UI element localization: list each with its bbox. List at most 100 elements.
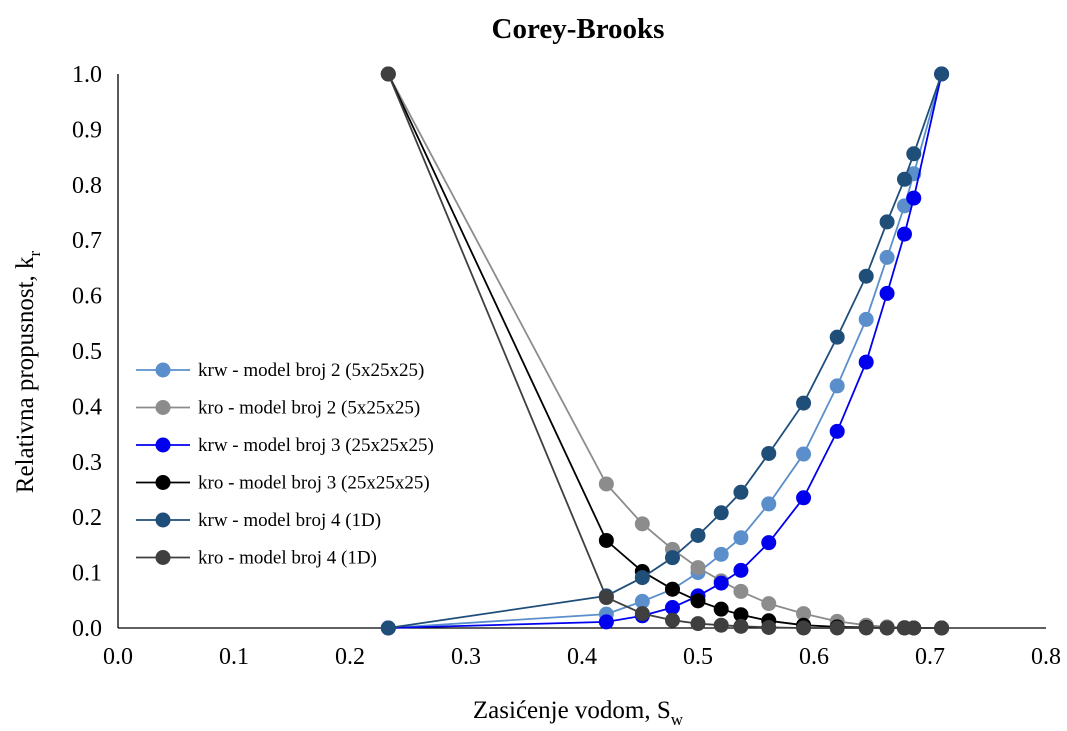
series-1 xyxy=(380,66,950,636)
legend-label: krw - model broj 2 (5x25x25) xyxy=(198,360,424,381)
y-tick-label: 0.3 xyxy=(72,450,102,476)
x-tick-label: 0.2 xyxy=(335,644,365,670)
legend-marker xyxy=(155,512,171,528)
data-point xyxy=(713,617,729,633)
y-axis-label: Relativna propusnost, kr xyxy=(12,250,44,493)
data-point xyxy=(733,562,749,578)
data-point xyxy=(733,484,749,500)
series-2 xyxy=(380,66,950,636)
legend-marker xyxy=(155,400,171,415)
data-point xyxy=(796,620,812,636)
data-point xyxy=(761,619,777,635)
series-lines xyxy=(380,66,950,636)
x-tick-label: 0.5 xyxy=(683,644,713,670)
data-point xyxy=(858,620,874,636)
data-point xyxy=(858,311,874,327)
legend-label: kro - model broj 4 (1D) xyxy=(198,548,377,569)
data-point xyxy=(829,329,845,345)
legend: krw - model broj 2 (5x25x25) kro - model … xyxy=(136,360,434,569)
data-point xyxy=(664,600,680,616)
legend-marker xyxy=(155,362,171,378)
y-tick-label: 0.0 xyxy=(72,616,102,642)
data-point xyxy=(906,190,922,206)
y-tick-label: 0.9 xyxy=(72,117,102,143)
y-tick-label: 1.0 xyxy=(72,62,102,88)
data-point xyxy=(713,601,729,617)
series-3 xyxy=(380,66,950,636)
data-point xyxy=(380,66,396,82)
data-point xyxy=(733,607,749,623)
data-point xyxy=(879,620,895,636)
data-point xyxy=(761,535,777,551)
data-point xyxy=(879,285,895,301)
data-point xyxy=(879,214,895,230)
x-axis-label-main: Zasićenje vodom, S xyxy=(473,697,671,724)
axes xyxy=(117,74,1046,629)
legend-label: krw - model broj 3 (25x25x25) xyxy=(198,435,434,456)
y-tick-label: 0.5 xyxy=(72,339,102,365)
data-point xyxy=(380,620,396,636)
y-tick-label: 0.6 xyxy=(72,284,102,310)
data-point xyxy=(858,268,874,284)
x-tick-label: 0.3 xyxy=(451,644,481,670)
data-point xyxy=(598,590,614,606)
data-point xyxy=(634,570,650,586)
y-tick-label: 0.7 xyxy=(72,228,102,254)
x-tick-label: 0.6 xyxy=(799,644,829,670)
series-line xyxy=(387,73,942,629)
data-point xyxy=(690,560,706,576)
x-tick-label: 0.0 xyxy=(103,644,133,670)
legend-label: krw - model broj 4 (1D) xyxy=(198,510,381,531)
data-point xyxy=(690,593,706,609)
y-tick-label: 0.8 xyxy=(72,173,102,199)
legend-item: kro - model broj 3 (25x25x25) xyxy=(136,473,430,494)
series-line xyxy=(387,73,942,629)
data-point xyxy=(634,516,650,532)
data-point xyxy=(664,550,680,566)
legend-label: kro - model broj 2 (5x25x25) xyxy=(198,398,420,419)
data-point xyxy=(829,423,845,439)
data-point xyxy=(664,581,680,597)
data-point xyxy=(713,575,729,591)
series-line xyxy=(388,73,943,629)
data-point xyxy=(934,66,950,82)
legend-marker xyxy=(155,437,171,453)
x-axis-label-sub: w xyxy=(671,710,684,729)
data-point xyxy=(598,614,614,630)
data-point xyxy=(634,606,650,622)
legend-item: krw - model broj 4 (1D) xyxy=(136,510,381,531)
series-line xyxy=(388,73,943,629)
chart-title: Corey-Brooks xyxy=(492,13,665,45)
data-point xyxy=(713,505,729,521)
data-point xyxy=(906,146,922,162)
data-point xyxy=(733,530,749,546)
series-6 xyxy=(380,66,950,636)
data-point xyxy=(896,171,912,187)
data-point xyxy=(796,446,812,462)
y-tick-labels: 0.0 0.1 0.2 0.3 0.4 0.5 0.6 0.7 0.8 0.9 1.0 xyxy=(72,62,102,642)
y-tick-label: 0.2 xyxy=(72,505,102,531)
legend-marker xyxy=(155,550,171,565)
legend-item: krw - model broj 2 (5x25x25) xyxy=(136,360,424,381)
x-tick-label: 0.1 xyxy=(219,644,249,670)
data-point xyxy=(896,226,912,242)
legend-item: kro - model broj 4 (1D) xyxy=(136,548,377,569)
x-tick-label: 0.4 xyxy=(567,644,597,670)
x-tick-label: 0.8 xyxy=(1031,644,1061,670)
data-point xyxy=(796,606,812,622)
data-point xyxy=(829,378,845,394)
data-point xyxy=(713,546,729,562)
y-axis-label-sub: r xyxy=(25,250,44,256)
data-point xyxy=(829,620,845,636)
data-point xyxy=(690,527,706,543)
data-point xyxy=(796,395,812,411)
series-line xyxy=(388,73,943,629)
x-tick-labels: 0.0 0.1 0.2 0.3 0.4 0.5 0.6 0.7 0.8 xyxy=(103,644,1061,670)
data-point xyxy=(598,476,614,492)
y-tick-label: 0.1 xyxy=(72,561,102,587)
legend-item: krw - model broj 3 (25x25x25) xyxy=(136,435,434,456)
x-axis-label: Zasićenje vodom, Sw xyxy=(473,697,684,729)
series-line xyxy=(387,73,942,629)
